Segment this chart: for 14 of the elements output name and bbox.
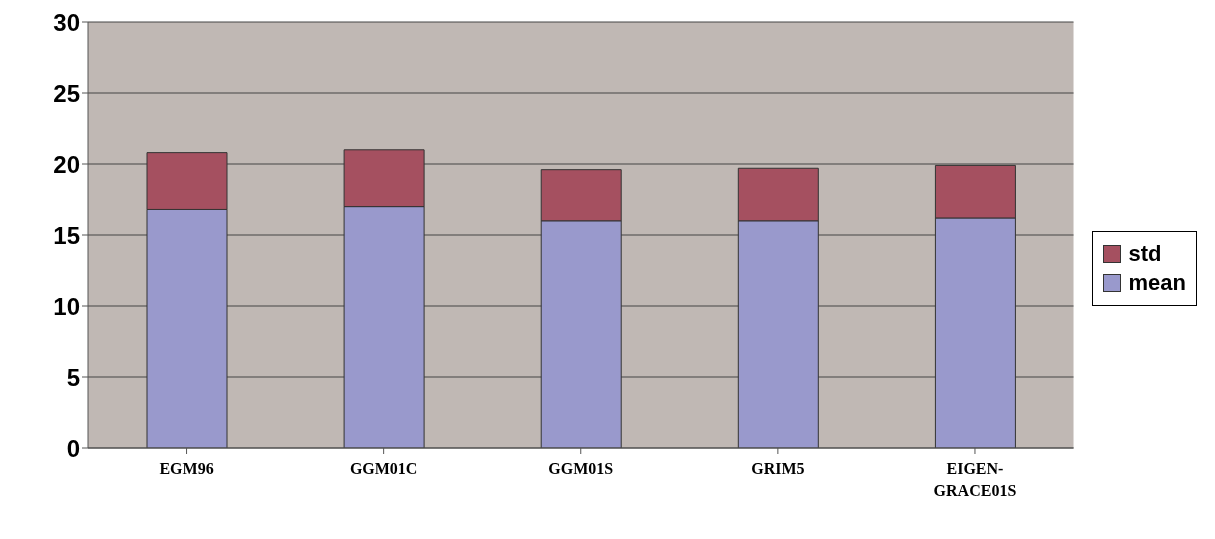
y-tick-label: 30 bbox=[53, 8, 80, 36]
y-tick-label: 15 bbox=[53, 221, 80, 249]
y-tick-label: 5 bbox=[66, 363, 80, 391]
legend-label: mean bbox=[1128, 269, 1186, 296]
y-tick-label: 20 bbox=[53, 150, 80, 178]
y-tick-label: 25 bbox=[53, 79, 80, 107]
legend-label: std bbox=[1128, 240, 1162, 267]
x-tick-label: GRIM5 bbox=[751, 460, 805, 477]
x-tick-label: EIGEN-GRACE01S bbox=[933, 460, 1017, 499]
x-tick-label: EGM96 bbox=[159, 460, 214, 477]
x-tick-label: GGM01C bbox=[349, 460, 418, 477]
y-tick-label: 0 bbox=[66, 434, 80, 462]
x-tick-label: GGM01S bbox=[548, 460, 614, 477]
y-tick-label: 10 bbox=[53, 292, 80, 320]
